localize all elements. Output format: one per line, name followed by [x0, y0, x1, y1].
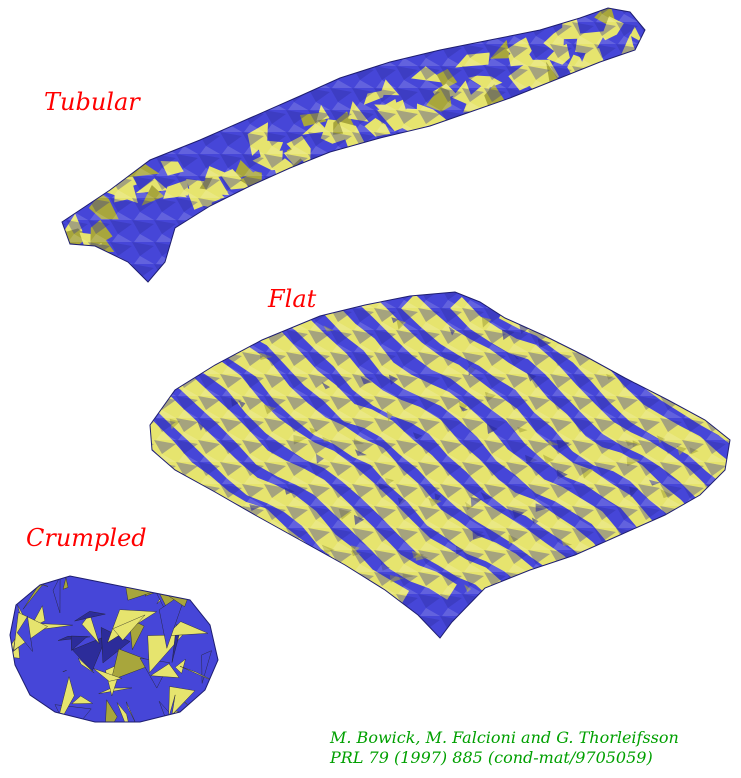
flat-facet: [692, 344, 706, 352]
crumpled-facet: [71, 635, 108, 672]
flat-facet: [341, 602, 352, 614]
crumpled-facet: [216, 635, 218, 652]
label-tubular: Tubular: [44, 88, 140, 116]
flat-facet: [287, 569, 296, 579]
flat-facet: [201, 515, 212, 522]
crumpled-facet: [62, 577, 69, 590]
crumpled-facet: [126, 701, 136, 722]
flat-facet: [631, 363, 644, 374]
crumpled-facet: [71, 695, 94, 704]
flat-facet: [716, 313, 725, 323]
crumpled-facet: [110, 648, 157, 681]
flat-facet: [600, 310, 610, 321]
crumpled-facet: [10, 576, 49, 587]
flat-facet: [240, 585, 248, 596]
crumpled-facet: [70, 635, 88, 651]
flat-facet: [168, 559, 180, 565]
crumpled-facet: [200, 698, 218, 722]
flat-facet: [556, 307, 564, 319]
flat-facet: [488, 587, 498, 597]
credit-block: M. Bowick, M. Falcioni and G. Thorleifss…: [330, 728, 679, 768]
crumpled-facet: [211, 594, 218, 607]
crumpled-facet: [150, 663, 180, 678]
flat-facet: [611, 552, 625, 561]
flat-facet: [620, 344, 627, 352]
crumpled-facet: [116, 702, 134, 722]
crumpled-facet: [158, 590, 188, 650]
crumpled-facet: [158, 701, 178, 722]
flat-facet: [604, 585, 612, 593]
crumpled-facet: [168, 686, 196, 719]
flat-facet: [686, 386, 694, 396]
flat-facet: [584, 573, 595, 580]
flat-facet: [636, 555, 650, 565]
credit-authors: M. Bowick, M. Falcioni and G. Thorleifss…: [330, 728, 679, 747]
tubular-membrane: [61, 7, 646, 283]
flat-facet: [261, 587, 269, 595]
crumpled-facet: [62, 670, 67, 672]
crumpled-membrane: [9, 575, 219, 723]
crumpled-facet: [144, 579, 191, 597]
crumpled-facet: [77, 657, 95, 674]
crumpled-facet: [98, 687, 132, 694]
crumpled-facet: [15, 704, 45, 722]
flat-facet: [160, 328, 167, 338]
crumpled-facet: [52, 576, 61, 613]
flat-facet: [670, 514, 681, 522]
label-crumpled: Crumpled: [26, 524, 147, 552]
flat-facet: [614, 538, 623, 548]
credit-reference: PRL 79 (1997) 885 (cond-mat/9705059): [330, 748, 653, 767]
crumpled-facet: [193, 579, 218, 601]
flat-facet: [593, 596, 601, 602]
flat-facet: [612, 545, 626, 556]
flat-facet: [250, 532, 263, 541]
flat-facet: [669, 372, 684, 383]
crumpled-facet: [74, 611, 106, 622]
flat-facet: [632, 531, 642, 541]
flat-facet: [589, 565, 597, 575]
crumpled-facet: [16, 615, 33, 653]
flat-facet: [562, 336, 575, 347]
flat-facet: [255, 307, 263, 318]
flat-facet: [537, 618, 546, 625]
crumpled-facet: [112, 614, 146, 641]
flat-facet: [221, 581, 235, 589]
crumpled-facet: [201, 650, 212, 684]
flat-facet: [534, 616, 548, 628]
flat-facet: [571, 321, 583, 331]
flat-facet: [495, 613, 504, 621]
flat-facet: [571, 618, 585, 625]
flat-facet: [384, 619, 397, 626]
crumpled-facet: [36, 709, 51, 717]
crumpled-facet: [93, 668, 123, 682]
flat-facet: [678, 344, 693, 355]
crumpled-facet: [104, 699, 118, 722]
crumpled-facet: [81, 613, 100, 644]
label-flat: Flat: [268, 285, 317, 313]
flat-facet: [607, 303, 621, 314]
